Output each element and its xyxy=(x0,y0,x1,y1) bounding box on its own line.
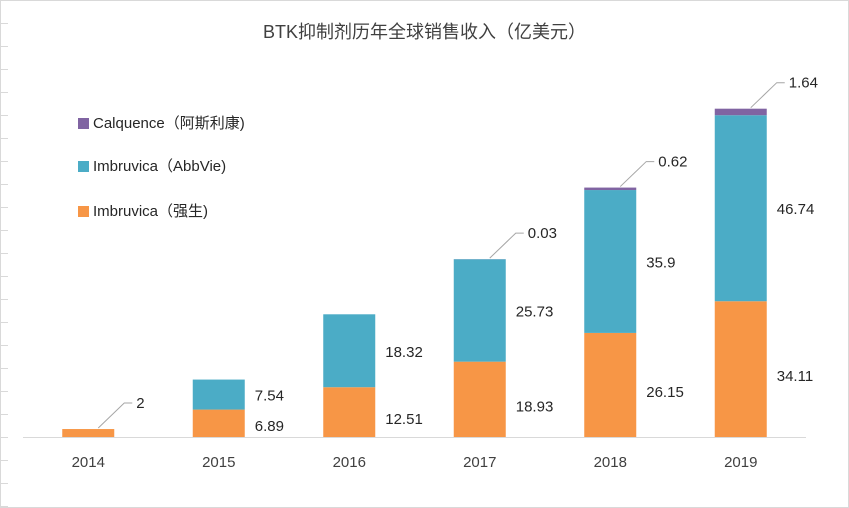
bar-2016-series-1 xyxy=(323,314,376,388)
data-label-2014-series-0: 2 xyxy=(136,395,144,412)
data-label-2018-series-1: 35.9 xyxy=(646,254,675,271)
legend-item-imbruvica-abbvie: Imbruvica（AbbVie) xyxy=(78,155,226,176)
data-label-2017-series-1: 25.73 xyxy=(516,303,554,320)
bar-2018-series-2 xyxy=(584,187,637,191)
data-label-2017-series-2: 0.03 xyxy=(528,225,557,242)
bar-2015-series-1 xyxy=(192,379,245,410)
data-label-2018-series-2: 0.62 xyxy=(658,154,687,171)
leader-line-2018-series-2 xyxy=(619,161,655,187)
data-label-2017-series-0: 18.93 xyxy=(516,398,554,415)
data-label-2019-series-1: 46.74 xyxy=(777,201,815,218)
bar-2018-series-1 xyxy=(584,190,637,333)
legend-swatch-calquence xyxy=(78,118,89,129)
legend-swatch-imbruvica-abbvie xyxy=(78,161,89,172)
leader-line-2014-series-0 xyxy=(97,402,133,429)
x-tick-label-2015: 2015 xyxy=(202,454,235,471)
chart-title: BTK抑制剂历年全球销售收入（亿美元） xyxy=(262,22,586,42)
legend-label-calquence: Calquence（阿斯利康) xyxy=(93,115,245,132)
leader-line-2017-series-2 xyxy=(489,232,524,259)
x-tick-label-2014: 2014 xyxy=(72,454,105,471)
legend-item-calquence: Calquence（阿斯利康) xyxy=(78,112,245,133)
bar-2019-series-2 xyxy=(714,108,767,116)
x-tick-label-2018: 2018 xyxy=(594,454,627,471)
x-tick-label-2019: 2019 xyxy=(724,454,757,471)
bar-2019-series-1 xyxy=(714,115,767,302)
bar-2014-series-0 xyxy=(62,429,115,437)
data-label-2019-series-2: 1.64 xyxy=(789,75,818,92)
data-label-2019-series-0: 34.11 xyxy=(777,368,813,385)
bar-2015-series-0 xyxy=(192,409,245,437)
bar-2019-series-0 xyxy=(714,301,767,437)
x-tick-label-2017: 2017 xyxy=(463,454,496,471)
data-label-2018-series-0: 26.15 xyxy=(646,384,684,401)
x-tick-label-2016: 2016 xyxy=(333,454,366,471)
bar-2018-series-0 xyxy=(584,332,637,437)
leader-line-2019-series-2 xyxy=(750,82,785,109)
data-label-2015-series-0: 6.89 xyxy=(255,418,284,435)
data-label-2016-series-0: 12.51 xyxy=(385,411,423,428)
bar-2016-series-0 xyxy=(323,387,376,437)
sheet-row-marks xyxy=(0,0,8,508)
legend-label-imbruvica-jnj: Imbruvica（强生) xyxy=(93,203,209,220)
legend-item-imbruvica-jnj: Imbruvica（强生) xyxy=(78,200,208,221)
bar-2017-series-0 xyxy=(453,361,506,437)
data-label-2016-series-1: 18.32 xyxy=(385,344,423,361)
legend-swatch-imbruvica-jnj xyxy=(78,206,89,217)
bar-2017-series-1 xyxy=(453,259,506,362)
legend-label-imbruvica-abbvie: Imbruvica（AbbVie) xyxy=(93,158,227,175)
data-label-2015-series-1: 7.54 xyxy=(255,388,284,405)
